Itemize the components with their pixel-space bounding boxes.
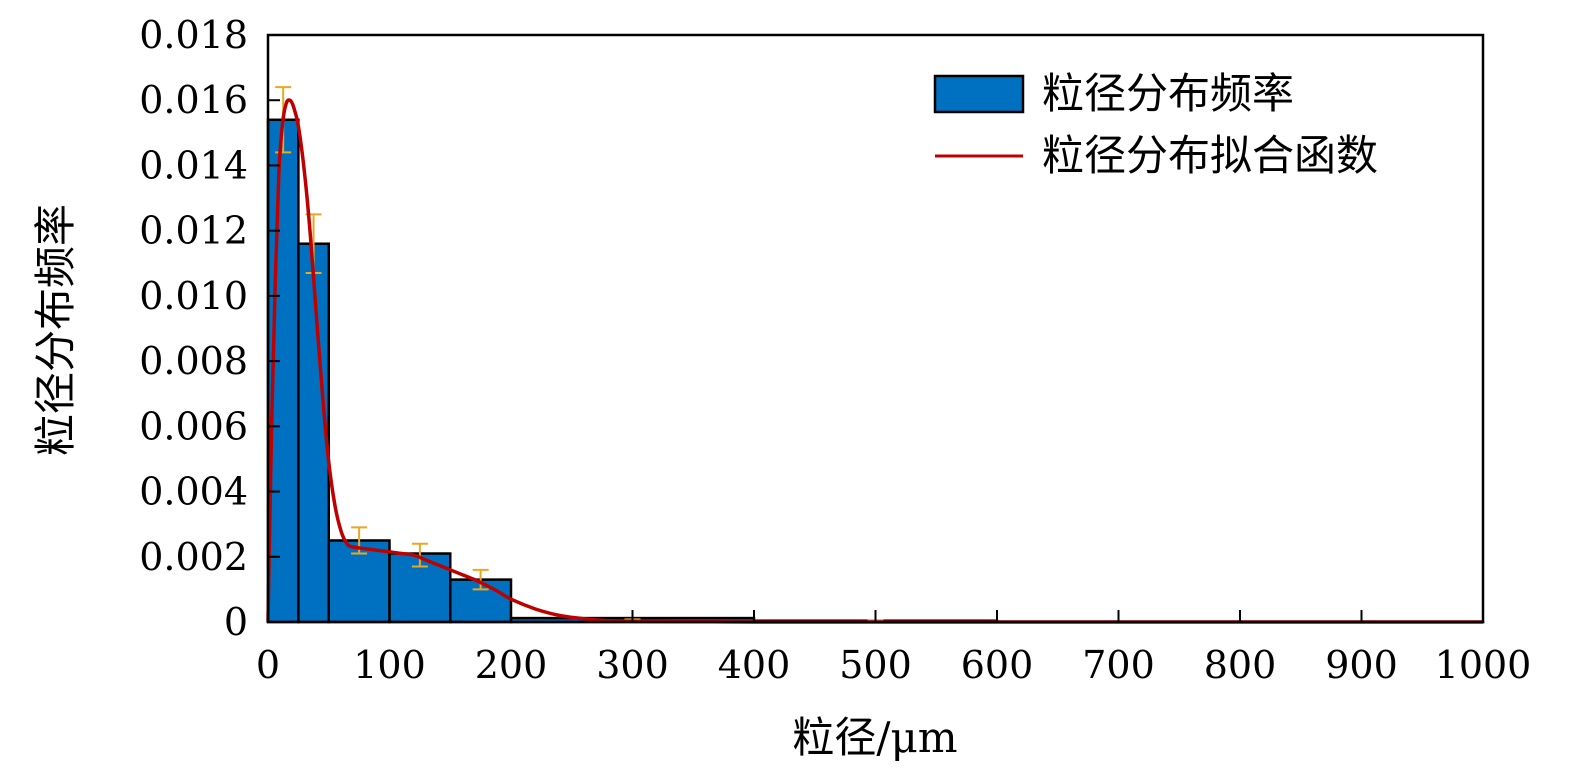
x-tick-label: 600	[961, 643, 1034, 687]
error-bar-3	[411, 542, 428, 568]
y-tick-label: 0.010	[139, 274, 248, 318]
x-tick-label: 400	[718, 643, 791, 687]
x-tick-label: 200	[475, 643, 548, 687]
y-tick-label: 0.004	[139, 470, 248, 514]
y-tick-label: 0.016	[139, 78, 248, 122]
x-tick-label: 0	[256, 643, 280, 687]
legend-label-histogram: 粒径分布频率	[1042, 69, 1294, 118]
x-tick-label: 900	[1325, 643, 1398, 687]
y-axis-title: 粒径分布频率	[31, 204, 80, 456]
y-tick-label: 0	[224, 600, 248, 644]
x-tick-label: 500	[839, 643, 912, 687]
x-axis-ticks: 0 100 200 300 400 500 600 700 800 900 1000	[256, 610, 1531, 687]
legend-label-fit: 粒径分布拟合函数	[1042, 131, 1378, 180]
y-tick-label: 0.014	[139, 143, 248, 187]
x-tick-label: 1000	[1435, 643, 1532, 687]
x-tick-label: 800	[1204, 643, 1277, 687]
y-tick-label: 0.008	[139, 339, 248, 383]
x-tick-label: 300	[596, 643, 669, 687]
x-axis-title: 粒径/μm	[792, 713, 957, 762]
y-tick-label: 0.018	[139, 13, 248, 57]
y-axis-ticks: 0 0.002 0.004 0.006 0.008 0.010 0.012 0.014 0.01…	[139, 13, 280, 644]
legend-swatch-histogram	[933, 74, 1025, 114]
y-tick-label: 0.012	[139, 209, 248, 253]
x-tick-label: 100	[353, 643, 426, 687]
plot-background	[268, 35, 1483, 622]
legend: 粒径分布频率 粒径分布拟合函数	[933, 69, 1378, 180]
y-tick-label: 0.006	[139, 404, 248, 448]
error-bar-4	[472, 568, 489, 591]
y-tick-label: 0.002	[139, 535, 248, 579]
x-tick-label: 700	[1082, 643, 1155, 687]
